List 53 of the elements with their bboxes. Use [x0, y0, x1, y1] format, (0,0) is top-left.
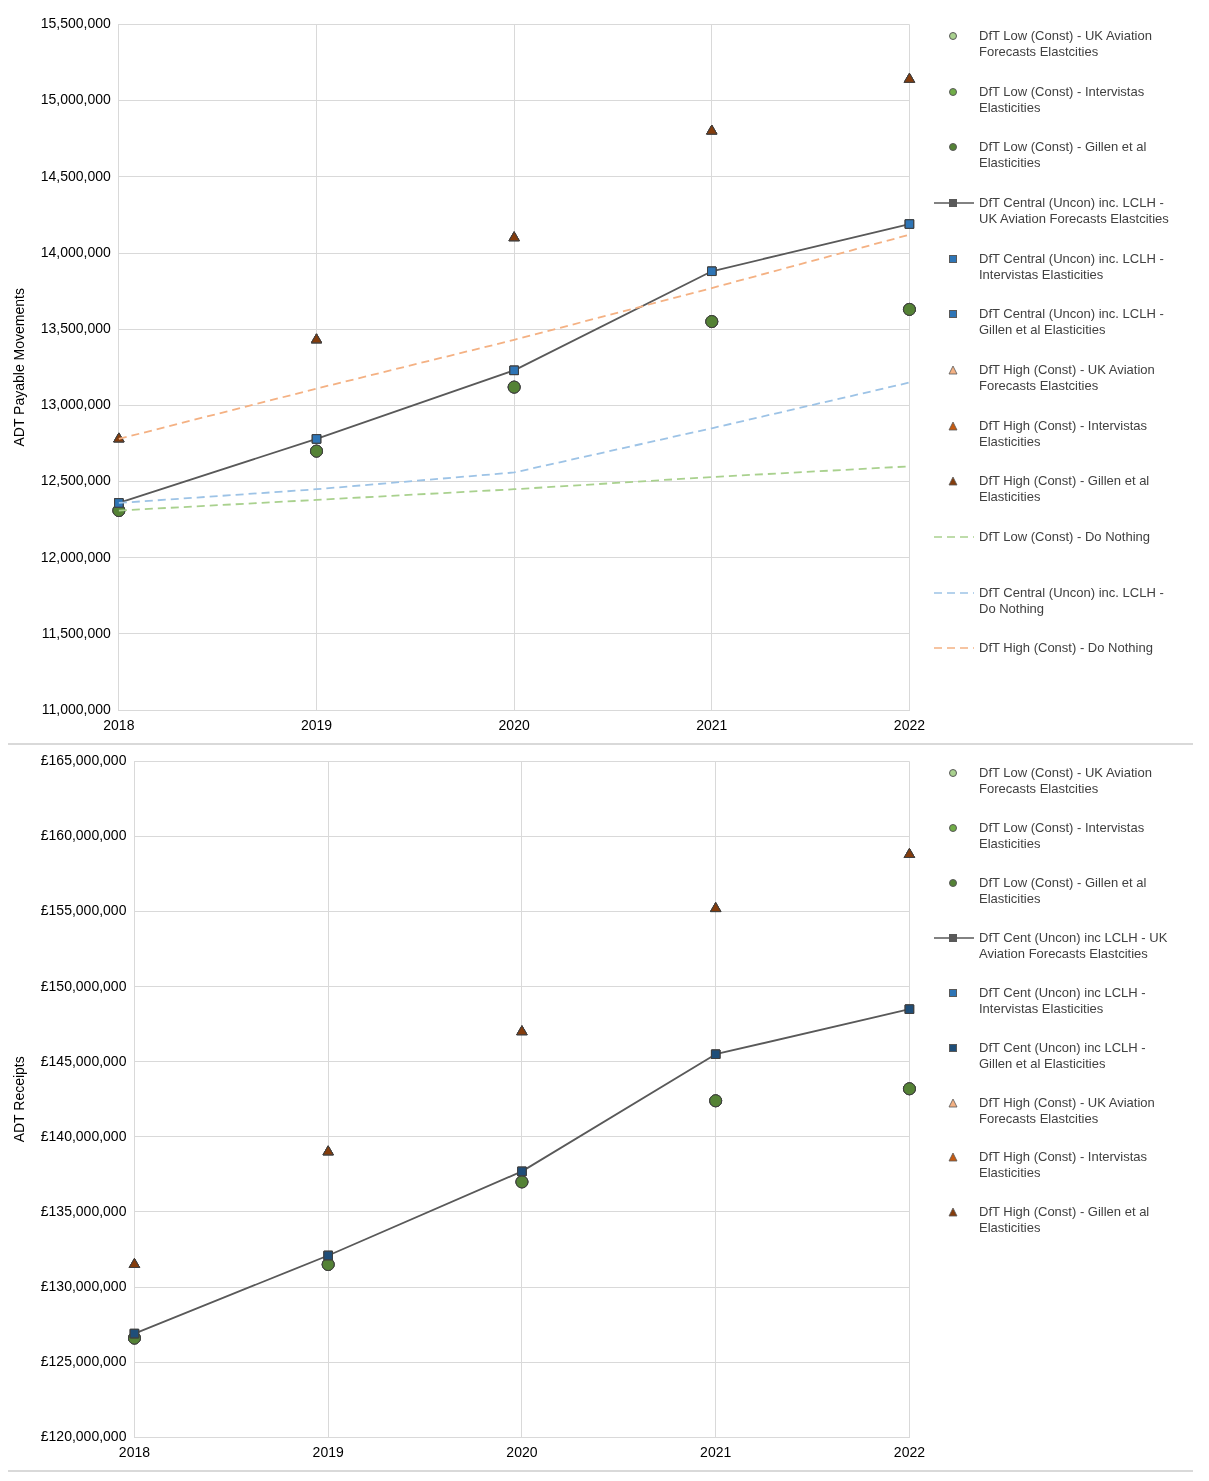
legend-label: DfT Central (Uncon) inc. LCLH - Gillen et al Elasticities	[979, 306, 1165, 339]
legend-label: DfT Central (Uncon) inc. LCLH - Intervistas Elasticities	[979, 250, 1165, 283]
x-tick-label: 2018	[118, 1444, 151, 1461]
x-tick-label: 2022	[893, 1444, 926, 1461]
x-tick-label: 2018	[103, 717, 135, 734]
legend-label: DfT Low (Const) - Do Nothing	[979, 529, 1151, 546]
legend-label: DfT Cent (Uncon) inc LCLH - UK Aviation Forecasts Elastcities	[979, 929, 1169, 962]
x-tick-label: 2020	[498, 717, 530, 734]
y-tick-label: 15,500,000	[40, 15, 112, 32]
y-tick-label: 13,500,000	[40, 320, 112, 337]
y-tick-label: £135,000,000	[40, 1202, 127, 1219]
y-tick-label: 12,500,000	[40, 472, 112, 489]
y-tick-label: £130,000,000	[40, 1277, 127, 1294]
legend-label: DfT Central (Uncon) inc. LCLH - UK Aviation Forecasts Elastcities	[979, 195, 1170, 228]
legend-label: DfT High (Const) - UK Aviation Forecasts Elastcities	[979, 362, 1156, 395]
x-tick-label: 2019	[300, 717, 333, 734]
legend-label: DfT High (Const) - Gillen et al Elasticities	[979, 1204, 1151, 1237]
x-tick-label: 2021	[700, 1444, 732, 1461]
legend-label: DfT Low (Const) - Gillen et al Elasticities	[979, 874, 1148, 907]
legend-label: DfT High (Const) - Gillen et al Elasticities	[979, 473, 1151, 506]
y-tick-label: £160,000,000	[40, 827, 127, 844]
legend-label: DfT High (Const) - Intervistas Elasticities	[979, 417, 1149, 450]
legend-label: DfT Low (Const) - Gillen et al Elasticities	[979, 139, 1148, 172]
y-tick-label: £140,000,000	[40, 1127, 127, 1144]
legend-label: DfT Cent (Uncon) inc LCLH - Gillen et al Elasticities	[979, 1039, 1147, 1072]
y-tick-label: 15,000,000	[40, 91, 112, 108]
y-tick-label: 14,000,000	[40, 243, 112, 260]
y-tick-label: £150,000,000	[40, 977, 127, 994]
legend-label: DfT High (Const) - UK Aviation Forecasts Elastcities	[979, 1094, 1156, 1127]
y-tick-label: 11,000,000	[41, 701, 112, 718]
y-tick-label: £165,000,000	[40, 752, 127, 769]
y-tick-label: 13,000,000	[40, 396, 112, 413]
y-axis-title: ADT Payable Movements	[11, 288, 28, 447]
x-tick-label: 2019	[312, 1444, 344, 1461]
y-tick-label: £145,000,000	[40, 1052, 127, 1069]
legend-label: DfT Low (Const) - Intervistas Elasticities	[979, 819, 1146, 852]
legend-label: DfT Cent (Uncon) inc LCLH - Intervistas Elasticities	[979, 984, 1147, 1017]
legend-label: DfT Low (Const) - Intervistas Elasticities	[979, 83, 1146, 116]
x-tick-label: 2021	[696, 717, 728, 734]
y-tick-label: £155,000,000	[40, 902, 127, 919]
legend-label: DfT High (Const) - Intervistas Elasticities	[979, 1149, 1149, 1182]
y-tick-label: 11,500,000	[41, 624, 112, 641]
y-axis-title: ADT Receipts	[11, 1056, 28, 1143]
x-tick-label: 2022	[893, 717, 926, 734]
legend-label: DfT Low (Const) - UK Aviation Forecasts Elastcities	[979, 28, 1153, 60]
legend-label: DfT Low (Const) - UK Aviation Forecasts Elastcities	[979, 765, 1153, 797]
y-tick-label: 14,500,000	[40, 167, 112, 184]
legend-label: DfT High (Const) - Do Nothing	[979, 640, 1154, 657]
y-tick-label: £125,000,000	[40, 1352, 127, 1369]
y-tick-label: £120,000,000	[40, 1428, 127, 1445]
x-tick-label: 2020	[506, 1444, 538, 1461]
legend-label: DfT Central (Uncon) inc. LCLH - Do Nothing	[979, 584, 1165, 617]
y-tick-label: 12,000,000	[40, 548, 112, 565]
